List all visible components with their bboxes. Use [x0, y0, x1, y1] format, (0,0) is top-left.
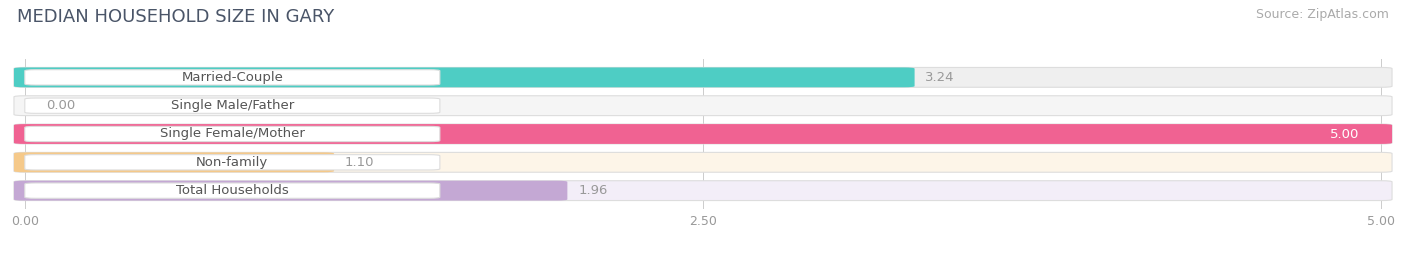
- FancyBboxPatch shape: [14, 96, 1392, 116]
- Text: 1.96: 1.96: [578, 184, 607, 197]
- FancyBboxPatch shape: [25, 70, 440, 85]
- FancyBboxPatch shape: [25, 183, 440, 198]
- FancyBboxPatch shape: [14, 152, 335, 172]
- Text: Source: ZipAtlas.com: Source: ZipAtlas.com: [1256, 8, 1389, 21]
- FancyBboxPatch shape: [14, 68, 914, 87]
- FancyBboxPatch shape: [25, 98, 440, 113]
- Text: MEDIAN HOUSEHOLD SIZE IN GARY: MEDIAN HOUSEHOLD SIZE IN GARY: [17, 8, 335, 26]
- Text: 1.10: 1.10: [344, 156, 374, 169]
- Text: 0.00: 0.00: [46, 99, 76, 112]
- FancyBboxPatch shape: [14, 124, 1392, 144]
- FancyBboxPatch shape: [14, 181, 1392, 200]
- Text: Total Households: Total Households: [176, 184, 288, 197]
- FancyBboxPatch shape: [14, 68, 1392, 87]
- Text: Non-family: Non-family: [197, 156, 269, 169]
- FancyBboxPatch shape: [14, 152, 1392, 172]
- Text: Single Female/Mother: Single Female/Mother: [160, 128, 305, 140]
- Text: Married-Couple: Married-Couple: [181, 71, 283, 84]
- Text: 5.00: 5.00: [1330, 128, 1360, 140]
- FancyBboxPatch shape: [14, 124, 1392, 144]
- Text: Single Male/Father: Single Male/Father: [170, 99, 294, 112]
- Text: 3.24: 3.24: [925, 71, 955, 84]
- FancyBboxPatch shape: [14, 181, 568, 200]
- FancyBboxPatch shape: [25, 155, 440, 170]
- FancyBboxPatch shape: [25, 126, 440, 142]
